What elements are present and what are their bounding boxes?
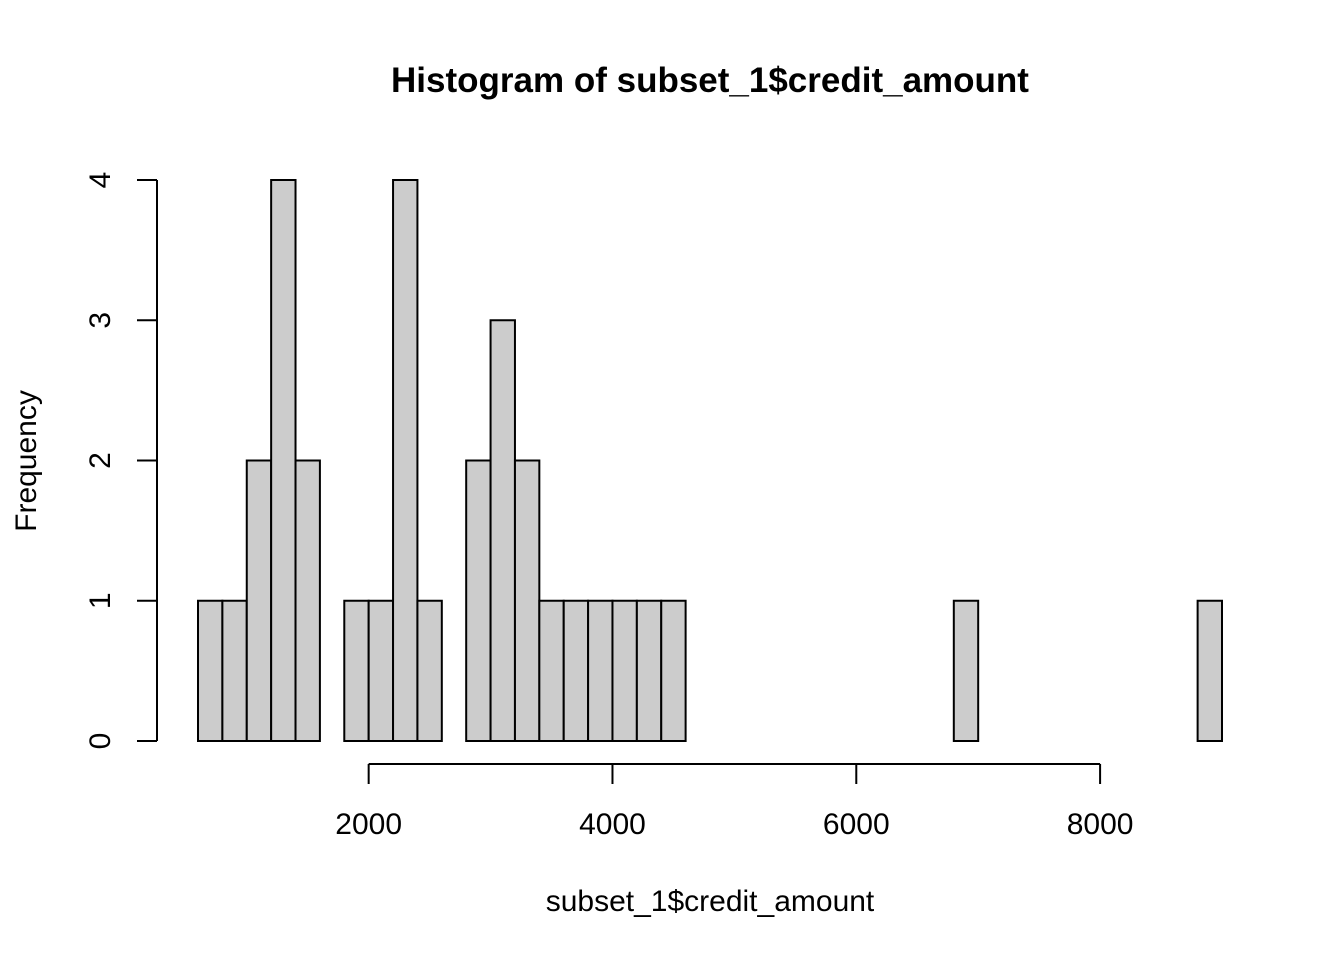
x-tick-label: 8000: [1067, 808, 1134, 841]
histogram-bar: [294, 459, 321, 742]
histogram-bar: [538, 599, 565, 742]
histogram-bar: [611, 599, 638, 742]
histogram-bar: [392, 179, 419, 742]
histogram-bar: [245, 459, 273, 742]
histogram-bar: [513, 459, 541, 742]
y-tick-label: 4: [84, 172, 117, 189]
y-tick-label: 2: [84, 452, 117, 469]
x-axis-title: subset_1$credit_amount: [546, 885, 875, 918]
y-tick-label: 0: [84, 733, 117, 750]
chart-title: Histogram of subset_1$credit_amount: [391, 61, 1029, 100]
histogram-bar: [197, 599, 224, 742]
histogram-bar: [221, 599, 248, 742]
histogram-bar: [587, 599, 614, 742]
histogram-bar: [952, 599, 980, 742]
y-tick-label: 3: [84, 312, 117, 329]
histogram-bar: [465, 459, 492, 742]
y-axis: 0 1 2 3 4: [84, 172, 158, 750]
bars-layer: [197, 179, 1223, 742]
x-tick-label: 4000: [579, 808, 646, 841]
histogram-bar: [489, 319, 516, 742]
histogram-bar: [635, 599, 663, 742]
histogram-bar: [562, 599, 590, 742]
histogram-bar: [343, 599, 370, 742]
x-tick-label: 6000: [823, 808, 890, 841]
histogram-bar: [270, 179, 297, 742]
histogram-bar: [416, 599, 443, 742]
histogram-bar: [1196, 599, 1223, 742]
x-tick-label: 2000: [335, 808, 402, 841]
histogram-bar: [367, 599, 395, 742]
y-axis-title: Frequency: [10, 390, 43, 532]
histogram-bar: [660, 599, 687, 742]
y-tick-label: 1: [84, 592, 117, 609]
x-axis: 2000 4000 6000 8000: [335, 763, 1134, 841]
